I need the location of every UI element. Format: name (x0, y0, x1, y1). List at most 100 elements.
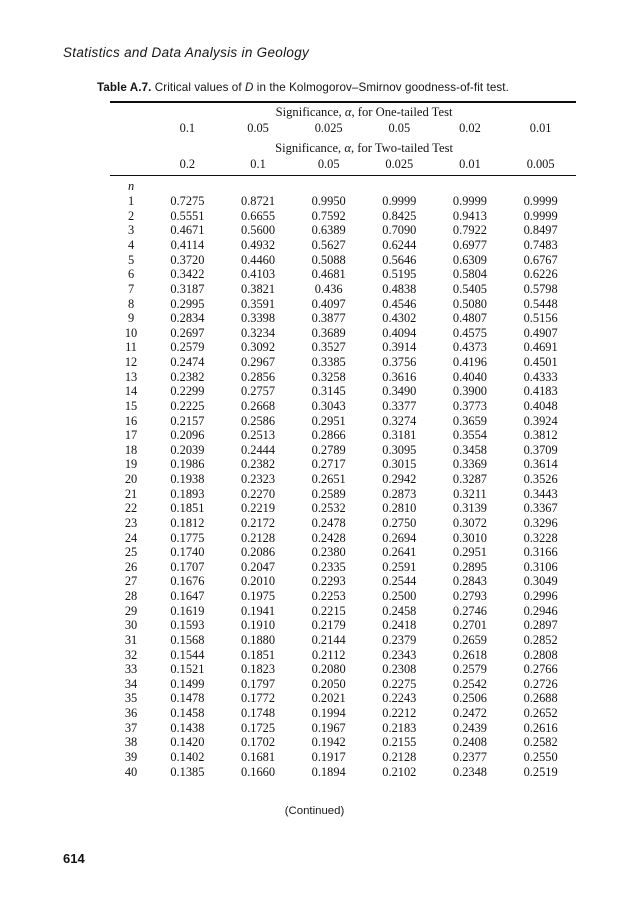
table-row: 11 0.2579 0.3092 0.3527 0.3914 0.4373 0.4691 (110, 340, 576, 355)
table-row: 9 0.2834 0.3398 0.3877 0.4302 0.4807 0.5156 (110, 311, 576, 326)
table-row: 31 0.1568 0.1880 0.2144 0.2379 0.2659 0.2852 (110, 633, 576, 648)
critical-value-cell: 0.3258 (311, 369, 346, 384)
critical-value-cell: 0.2050 (311, 676, 346, 691)
critical-value-cell: 0.2946 (523, 603, 558, 618)
critical-value-cell: 0.5156 (523, 311, 558, 326)
critical-value-cell: 0.1910 (241, 618, 276, 633)
critical-value-cell: 0.2215 (311, 603, 346, 618)
critical-value-cell: 0.2789 (311, 442, 346, 457)
row-sample-size: 29 (124, 603, 138, 618)
critical-value-cell: 0.2343 (382, 647, 417, 662)
critical-value-cell: 0.4575 (452, 325, 487, 340)
critical-value-cell: 0.2474 (170, 355, 205, 370)
row-sample-size: 18 (124, 442, 138, 457)
critical-value-cell: 0.2544 (382, 574, 417, 589)
critical-value-cell: 0.5080 (452, 296, 487, 311)
critical-value-cell: 0.5804 (452, 267, 487, 282)
critical-value-cell: 0.2579 (452, 662, 487, 677)
two-tailed-prefix: Significance, (275, 140, 345, 155)
critical-value-cell: 0.2428 (311, 530, 346, 545)
caption-symbol-d: D (244, 81, 254, 94)
critical-value-cell: 0.3211 (453, 486, 487, 501)
alpha-symbol-icon-2: α (344, 140, 351, 155)
row-sample-size: 21 (124, 486, 138, 501)
critical-value-cell: 0.2155 (382, 735, 417, 750)
row-sample-size: 6 (127, 267, 135, 282)
critical-value-cell: 0.4048 (523, 398, 558, 413)
critical-value-cell: 0.1893 (170, 486, 205, 501)
row-sample-size: 10 (124, 325, 138, 340)
critical-value-cell: 0.2128 (241, 530, 276, 545)
critical-value-cell: 0.2996 (523, 589, 558, 604)
critical-value-cell: 0.1521 (170, 662, 205, 677)
caption-text-before: Critical values of (151, 81, 245, 94)
critical-value-cell: 0.6655 (241, 208, 276, 223)
table-row: 28 0.1647 0.1975 0.2253 0.2500 0.2793 0.2996 (110, 589, 576, 604)
one-tailed-prefix: Significance, (275, 104, 345, 119)
critical-value-cell: 0.5798 (523, 281, 558, 296)
critical-value-cell: 0.4183 (523, 384, 558, 399)
critical-value-cell: 0.3367 (523, 501, 558, 516)
table-row: 5 0.3720 0.4460 0.5088 0.5646 0.6309 0.6767 (110, 253, 576, 268)
critical-value-cell: 0.2472 (452, 706, 487, 721)
critical-value-cell: 0.2179 (311, 618, 346, 633)
table-row: 12 0.2474 0.2967 0.3385 0.3756 0.4196 0.4501 (110, 355, 576, 370)
header-spacer-left-2 (110, 139, 152, 157)
critical-value-cell: 0.2717 (311, 457, 346, 472)
critical-value-cell: 0.2532 (311, 501, 346, 516)
critical-value-cell: 0.4097 (311, 296, 346, 311)
critical-value-cell: 0.2377 (452, 749, 487, 764)
critical-value-cell: 0.2408 (452, 735, 487, 750)
critical-value-cell: 0.2225 (170, 398, 205, 413)
critical-value-cell: 0.2183 (382, 720, 417, 735)
critical-value-cell: 0.3166 (523, 545, 558, 560)
critical-value-cell: 0.2112 (311, 647, 346, 662)
critical-value-cell: 0.1942 (311, 735, 346, 750)
critical-value-cell: 0.1880 (241, 632, 276, 647)
critical-value-cell: 0.3049 (523, 574, 558, 589)
critical-value-cell: 0.1941 (241, 603, 276, 618)
n-label-spacer (152, 176, 576, 194)
critical-value-cell: 0.3924 (523, 413, 558, 428)
one-tailed-alpha-2: 0.05 (247, 121, 269, 136)
critical-value-cell: 0.1851 (241, 647, 276, 662)
critical-value-cell: 0.5088 (311, 252, 346, 267)
critical-value-cell: 0.2897 (523, 618, 558, 633)
row-sample-size: 40 (124, 764, 138, 779)
critical-value-cell: 0.2951 (311, 413, 346, 428)
critical-value-cell: 0.3145 (311, 384, 346, 399)
running-head: Statistics and Data Analysis in Geology (63, 45, 310, 60)
critical-value-cell: 0.3106 (523, 559, 558, 574)
critical-value-cell: 0.1986 (170, 457, 205, 472)
two-tailed-alpha-6: 0.005 (526, 157, 555, 172)
critical-value-cell: 0.1619 (170, 603, 205, 618)
critical-value-cell: 0.4040 (452, 369, 487, 384)
table-row: 18 0.2039 0.2444 0.2789 0.3095 0.3458 0.3709 (110, 443, 576, 458)
table-row: 30 0.1593 0.1910 0.2179 0.2418 0.2701 0.2897 (110, 618, 576, 633)
critical-value-cell: 0.2323 (241, 472, 276, 487)
row-sample-size: 8 (127, 296, 135, 311)
critical-value-cell: 0.2586 (241, 413, 276, 428)
critical-value-cell: 0.1544 (170, 647, 205, 662)
one-tailed-alpha-4: 0.05 (388, 121, 411, 136)
critical-value-cell: 0.7275 (170, 194, 205, 209)
row-sample-size: 26 (124, 559, 138, 574)
critical-value-cell: 0.2275 (382, 676, 417, 691)
one-tailed-alpha-6: 0.01 (529, 121, 552, 136)
critical-value-cell: 0.1748 (241, 706, 276, 721)
critical-value-cell: 0.1975 (241, 589, 276, 604)
critical-value-cell: 0.6389 (311, 223, 346, 238)
critical-value-cell: 0.2757 (241, 384, 276, 399)
critical-value-cell: 0.2506 (452, 691, 487, 706)
critical-value-cell: 0.6977 (452, 238, 487, 253)
critical-value-cell: 0.3181 (382, 428, 417, 443)
critical-value-cell: 0.2086 (241, 545, 276, 560)
sample-size-label-row: n (110, 176, 576, 194)
critical-value-cell: 0.3385 (311, 355, 346, 370)
critical-value-cell: 0.3490 (382, 384, 417, 399)
column-header-n: n (127, 179, 135, 194)
critical-value-cell: 0.3689 (311, 325, 346, 340)
critical-value-cell: 0.3234 (241, 325, 276, 340)
table-caption: Table A.7. Critical values of D in the K… (97, 81, 587, 94)
